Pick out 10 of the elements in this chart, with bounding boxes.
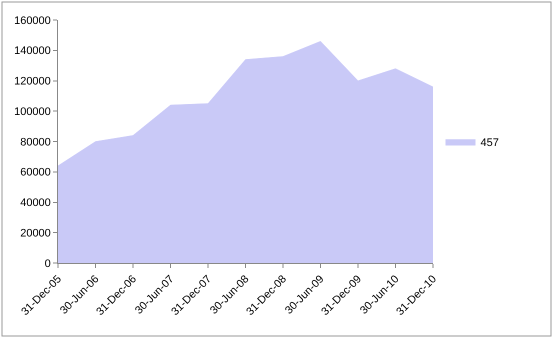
y-tick-label: 140000 (14, 45, 51, 58)
y-tick-label: 100000 (14, 106, 51, 118)
y-tick-label: 40000 (20, 197, 51, 210)
y-tick-label: 160000 (14, 14, 51, 27)
y-tick-label: 120000 (14, 76, 51, 88)
y-tick-label: 80000 (20, 136, 51, 148)
y-tick-label: 20000 (20, 227, 51, 240)
y-tick-label: 60000 (20, 166, 51, 179)
legend-label: 457 (480, 136, 499, 149)
y-tick-label: 0 (44, 258, 51, 270)
